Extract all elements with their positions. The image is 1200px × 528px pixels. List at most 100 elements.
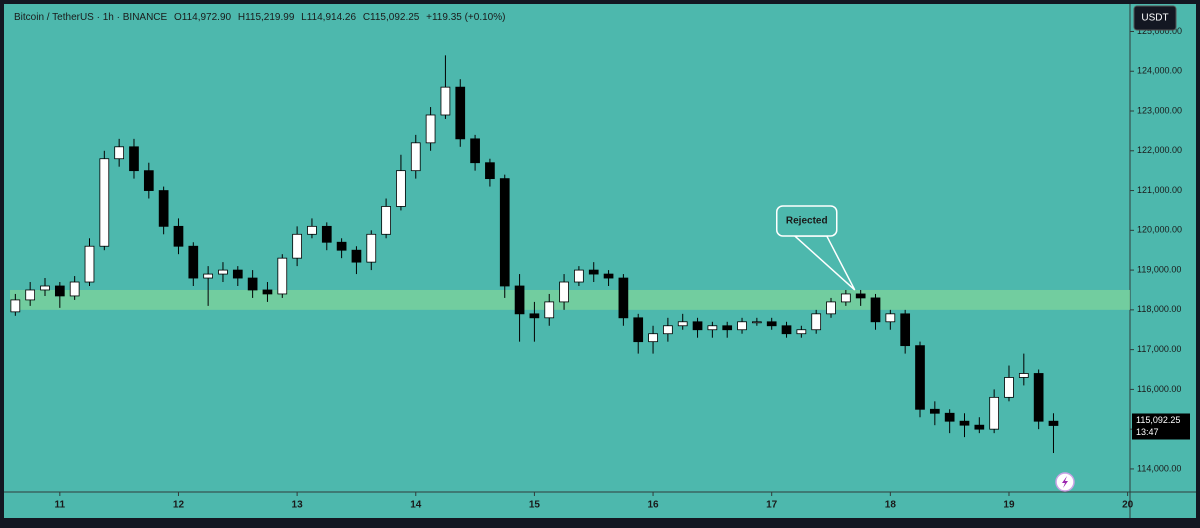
candle-body [737,321,747,331]
candle-body [663,325,673,335]
candle-body [944,412,955,422]
candle-body [277,257,288,295]
chart-background [4,4,1196,518]
candle-body [470,138,480,164]
candle-body [826,301,836,315]
y-tick-label: 122,000.00 [1137,145,1182,155]
x-tick-label: 18 [885,500,897,511]
candle-body [247,277,258,291]
symbol: Bitcoin / TetherUS · 1h · BINANCE [14,12,168,23]
candle-body [692,321,703,331]
candle-body [722,325,733,331]
candle-body [1004,377,1014,398]
candle-body [1018,373,1029,378]
y-tick-label: 116,000.00 [1137,384,1181,394]
candle-body [752,321,762,324]
candle-body [781,325,792,335]
plot: 114,000.00115,000.00116,000.00117,000.00… [10,26,1182,511]
candle-body [218,269,228,275]
candle-body [129,146,139,172]
candle-body [648,333,658,343]
x-tick-label: 17 [766,500,778,511]
candle-body [173,225,184,247]
y-tick-label: 114,000.00 [1137,463,1181,473]
candle-body [855,293,866,299]
candle-body [485,162,495,180]
candle-body [707,325,718,331]
candle-body [40,285,50,291]
candle-body [588,269,599,275]
candle-body [69,281,80,297]
header: Bitcoin / TetherUS · 1h · BINANCE O114,9… [14,12,505,23]
candle-body [915,345,925,410]
currency-button[interactable] [1133,5,1177,31]
candle-body [188,245,199,279]
candle-body [440,86,451,116]
y-tick-label: 121,000.00 [1137,185,1182,195]
candle-body [574,269,584,283]
x-tick-label: 11 [55,500,66,511]
candle-body [307,225,317,235]
candle-body [559,281,569,303]
candle-body [158,190,169,227]
annotation-text: Rejected [786,216,828,227]
candle-body [114,146,125,160]
x-tick-label: 13 [292,500,304,511]
annotation-box [775,205,838,237]
y-tick-label: 125,000.00 [1137,26,1182,36]
candle-body [633,317,644,343]
x-tick-label: 19 [1003,500,1015,511]
countdown: 13:47 [1136,427,1159,437]
y-tick-label: 119,000.00 [1137,264,1181,274]
currency[interactable]: USDT [1141,13,1168,24]
candle-body [870,297,881,323]
candle-body [677,321,688,327]
candle-body [396,170,406,207]
support-zone [10,289,1130,310]
candle-body [321,225,332,243]
candle-body [25,289,36,301]
candle-body [974,424,985,430]
close-label: C115,092.25 [363,12,420,23]
candle-body [618,277,629,319]
y-tick-label: 123,000.00 [1137,105,1182,115]
candle-body [366,233,377,263]
candle-body [143,170,154,191]
candle-body [929,408,940,414]
candle-body [54,285,65,297]
high-label: H115,219.99 [238,12,295,23]
candle-body [811,313,822,331]
candle-body [232,269,243,279]
candle-body [796,329,807,335]
candle-body [766,321,777,327]
candle-body [84,245,95,283]
y-tick-label: 118,000.00 [1137,304,1181,314]
candle-body [900,313,911,347]
change-label: +119.35 (+0.10%) [426,12,505,23]
candle-body [499,178,510,287]
candle-body [529,313,540,319]
candle-body [544,301,555,319]
candle-body [10,299,21,313]
x-tick-label: 15 [529,500,541,511]
candle-body [885,313,896,323]
x-tick-label: 12 [173,500,185,511]
candle-body [99,158,110,247]
candle-body [351,249,362,263]
candle-body [425,114,436,144]
y-tick-label: 120,000.00 [1137,225,1182,235]
candle-body [262,289,273,295]
candle-body [989,396,1000,430]
candle-body [410,142,421,172]
candle-body [603,273,614,279]
candle-body [959,420,970,426]
candle-body [1048,420,1059,426]
x-tick-label: 16 [647,500,659,511]
x-tick-label: 14 [410,500,422,511]
candle-body [840,293,851,303]
alert-bolt [1062,476,1068,488]
last-price-box [1132,413,1190,440]
last-price-tag: 115,092.25 13:47 [1132,413,1190,440]
y-tick-label: 117,000.00 [1137,344,1181,354]
